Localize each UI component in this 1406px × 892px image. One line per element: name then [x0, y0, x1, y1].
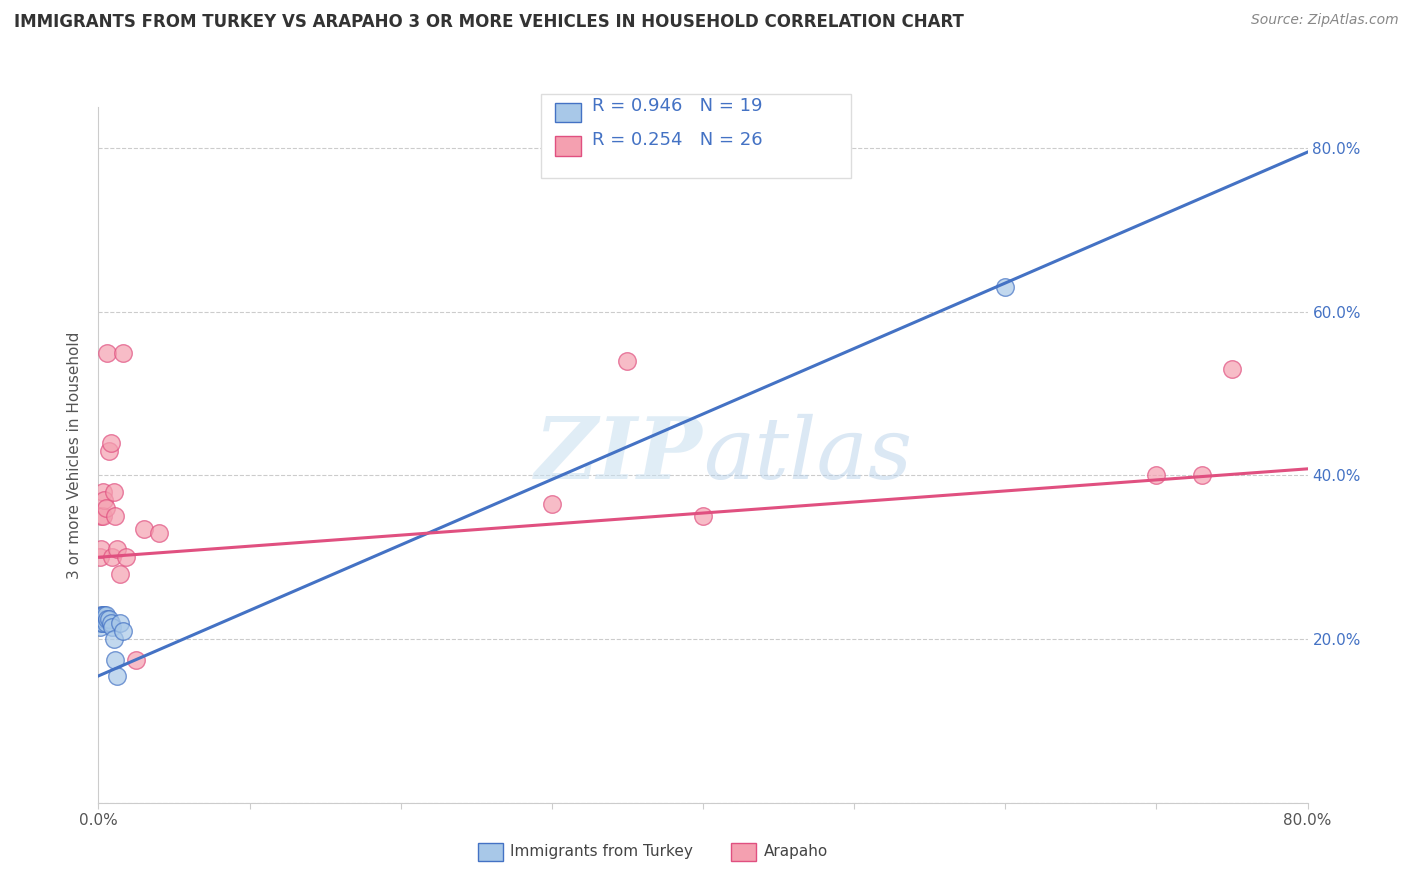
Text: Immigrants from Turkey: Immigrants from Turkey	[510, 845, 693, 859]
Y-axis label: 3 or more Vehicles in Household: 3 or more Vehicles in Household	[67, 331, 83, 579]
Point	[96, 612, 118, 626]
Point	[94, 607, 117, 622]
Point	[692, 509, 714, 524]
Point	[90, 615, 112, 630]
Point	[90, 509, 112, 524]
Point	[1220, 362, 1243, 376]
Point	[93, 612, 115, 626]
Point	[616, 353, 638, 368]
Point	[540, 497, 562, 511]
Point	[132, 522, 155, 536]
Point	[125, 652, 148, 666]
Point	[101, 550, 124, 565]
Point	[93, 492, 115, 507]
Point	[108, 615, 131, 630]
Text: ZIP: ZIP	[536, 413, 703, 497]
Point	[100, 615, 122, 630]
Point	[91, 607, 114, 622]
Point	[111, 345, 134, 359]
Point	[96, 345, 118, 359]
Point	[93, 607, 115, 622]
Point	[111, 624, 134, 638]
Point	[105, 542, 128, 557]
Point	[114, 550, 136, 565]
Point	[103, 484, 125, 499]
Point	[105, 669, 128, 683]
Point	[103, 632, 125, 646]
Point	[94, 501, 117, 516]
Point	[89, 620, 111, 634]
Point	[994, 280, 1017, 294]
Point	[104, 509, 127, 524]
Point	[1191, 468, 1213, 483]
Point	[104, 652, 127, 666]
Point	[98, 612, 121, 626]
Point	[100, 435, 122, 450]
Point	[90, 542, 112, 557]
Point	[148, 525, 170, 540]
Text: R = 0.946   N = 19: R = 0.946 N = 19	[592, 97, 762, 115]
Point	[94, 615, 117, 630]
Point	[1144, 468, 1167, 483]
Text: Arapaho: Arapaho	[763, 845, 828, 859]
Text: atlas: atlas	[703, 414, 912, 496]
Point	[90, 607, 112, 622]
Text: Source: ZipAtlas.com: Source: ZipAtlas.com	[1251, 13, 1399, 28]
Point	[98, 443, 121, 458]
Point	[91, 509, 114, 524]
Text: R = 0.254   N = 26: R = 0.254 N = 26	[592, 131, 762, 149]
Point	[108, 566, 131, 581]
Point	[91, 615, 114, 630]
Point	[91, 484, 114, 499]
Text: IMMIGRANTS FROM TURKEY VS ARAPAHO 3 OR MORE VEHICLES IN HOUSEHOLD CORRELATION CH: IMMIGRANTS FROM TURKEY VS ARAPAHO 3 OR M…	[14, 13, 965, 31]
Point	[101, 620, 124, 634]
Point	[89, 550, 111, 565]
